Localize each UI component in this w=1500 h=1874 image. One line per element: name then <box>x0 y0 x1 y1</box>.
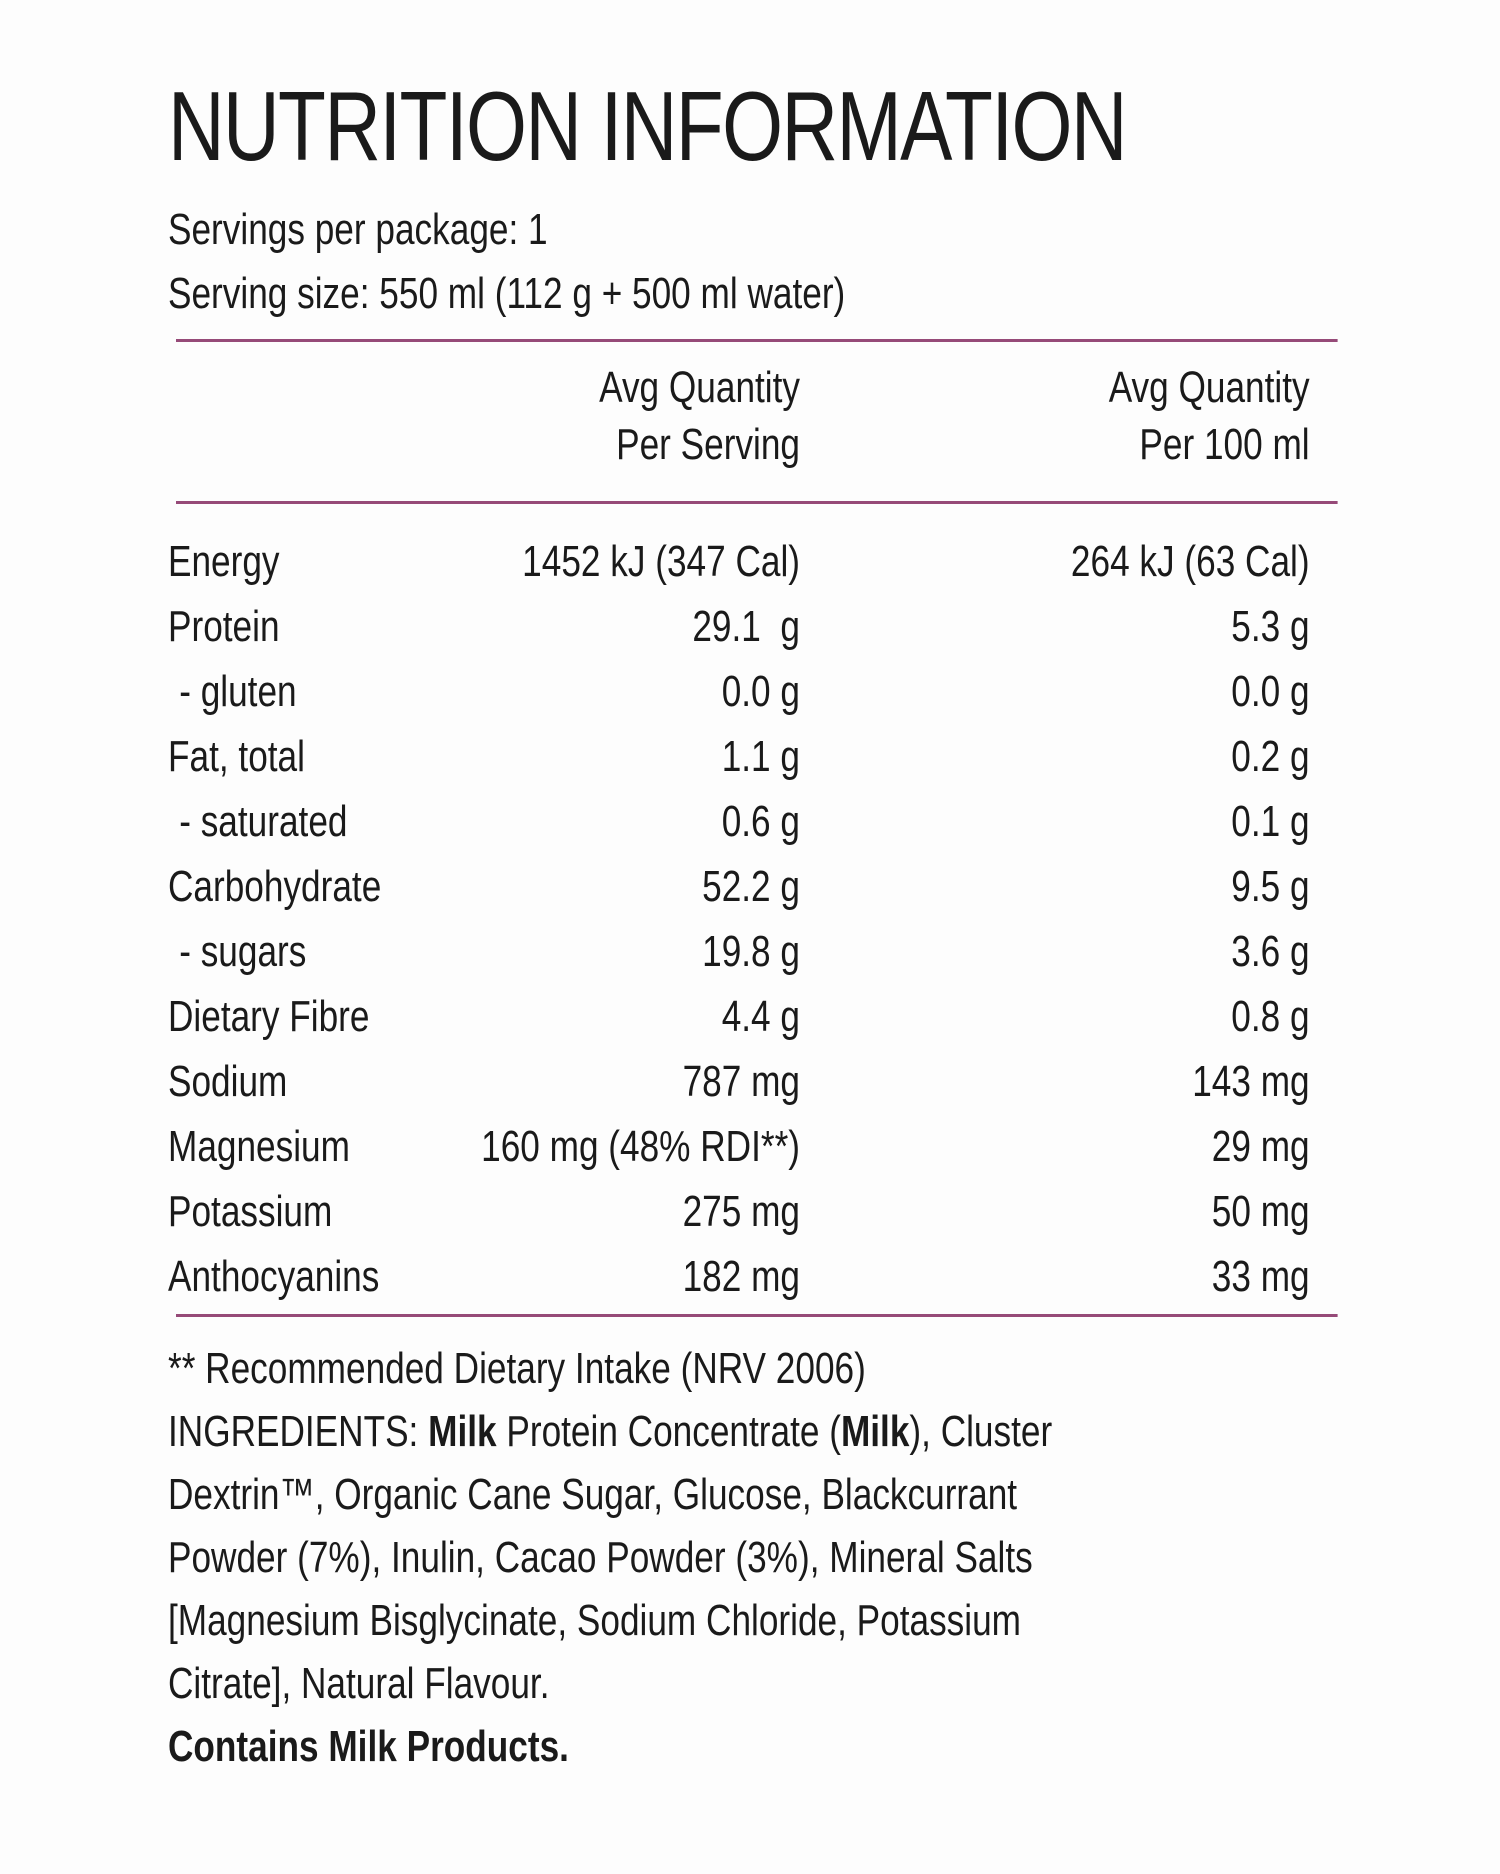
nutrient-label: Magnesium <box>168 1122 350 1171</box>
value-per-serving: 787 mg <box>682 1057 800 1106</box>
value-per-100ml: 9.5 g <box>1231 862 1310 911</box>
value-per-serving: 275 mg <box>682 1187 800 1236</box>
ingredients-text: ), Cluster <box>909 1407 1053 1456</box>
divider-bottom <box>176 1314 1338 1317</box>
value-per-serving: 1.1 g <box>721 732 800 781</box>
serving-size-line: Serving size: 550 ml (112 g + 500 ml wat… <box>168 269 846 318</box>
nutrient-label: Fat, total <box>168 732 305 781</box>
nutrient-label: Energy <box>168 537 280 586</box>
nutrient-row: - saturated 0.6 g 0.1 g <box>168 789 1310 854</box>
nutrient-row: - gluten 0.0 g 0.0 g <box>168 659 1310 724</box>
nutrient-row: Fat, total 1.1 g 0.2 g <box>168 724 1310 789</box>
ingredients-text: [Magnesium Bisglycinate, Sodium Chloride… <box>168 1596 1021 1645</box>
value-per-serving: 182 mg <box>682 1252 800 1301</box>
nutrient-row: Magnesium 160 mg (48% RDI**) 29 mg <box>168 1114 1310 1179</box>
nutrient-row: Potassium 275 mg 50 mg <box>168 1179 1310 1244</box>
value-per-serving: 1452 kJ (347 Cal) <box>522 537 800 586</box>
nutrient-label: - saturated <box>179 797 348 846</box>
nutrient-label: - gluten <box>179 667 297 716</box>
nutrient-label: Potassium <box>168 1187 333 1236</box>
rdi-footnote: ** Recommended Dietary Intake (NRV 2006) <box>168 1344 866 1393</box>
value-per-100ml: 0.2 g <box>1231 732 1310 781</box>
ingredients-text: Dextrin™, Organic Cane Sugar, Glucose, B… <box>168 1470 1018 1519</box>
value-per-serving: 0.6 g <box>721 797 800 846</box>
header-avg-quantity-serving: Avg Quantity <box>599 363 800 412</box>
value-per-100ml: 0.8 g <box>1231 992 1310 1041</box>
ingredients-text: Protein Concentrate ( <box>496 1407 841 1456</box>
serving-info: Servings per package: 1 Serving size: 55… <box>168 198 1310 326</box>
header-per-serving: Avg Quantity Per Serving <box>408 359 800 473</box>
divider-header <box>176 501 1338 504</box>
header-per-100ml-label: Per 100 ml <box>1139 420 1310 469</box>
ingredients-text: Powder (7%), Inulin, Cacao Powder (3%), … <box>168 1533 1033 1582</box>
nutrient-row: Dietary Fibre 4.4 g 0.8 g <box>168 984 1310 1049</box>
ingredients-text: INGREDIENTS: <box>168 1407 429 1456</box>
value-per-serving: 0.0 g <box>721 667 800 716</box>
value-per-100ml: 0.0 g <box>1231 667 1310 716</box>
nutrient-row: Carbohydrate 52.2 g 9.5 g <box>168 854 1310 919</box>
header-spacer <box>168 359 408 473</box>
value-per-serving: 4.4 g <box>721 992 800 1041</box>
nutrient-label: Protein <box>168 602 280 651</box>
value-per-serving: 52.2 g <box>702 862 800 911</box>
label-content: NUTRITION INFORMATION Servings per packa… <box>0 71 1338 1778</box>
nutrient-label: Dietary Fibre <box>168 992 370 1041</box>
ingredients-paragraph: INGREDIENTS: Milk Protein Concentrate (M… <box>168 1400 1310 1715</box>
nutrient-label: - sugars <box>179 927 307 976</box>
value-per-100ml: 0.1 g <box>1231 797 1310 846</box>
value-per-100ml: 5.3 g <box>1231 602 1310 651</box>
ingredients-line: Powder (7%), Inulin, Cacao Powder (3%), … <box>168 1526 1310 1589</box>
nutrition-table-body: Energy 1452 kJ (347 Cal) 264 kJ (63 Cal) Pr… <box>168 504 1310 1314</box>
value-per-serving: 160 mg (48% RDI**) <box>481 1122 800 1171</box>
nutrition-label: NUTRITION INFORMATION Servings per packa… <box>0 76 1500 1778</box>
nutrient-label: Sodium <box>168 1057 288 1106</box>
contains-statement: Contains Milk Products. <box>168 1722 569 1771</box>
footer: ** Recommended Dietary Intake (NRV 2006)… <box>168 1317 1310 1778</box>
ingredients-line: INGREDIENTS: Milk Protein Concentrate (M… <box>168 1400 1310 1463</box>
nutrient-row: Energy 1452 kJ (347 Cal) 264 kJ (63 Cal) <box>168 529 1310 594</box>
ingredients-line: [Magnesium Bisglycinate, Sodium Chloride… <box>168 1589 1310 1652</box>
nutrient-row: Anthocyanins 182 mg 33 mg <box>168 1244 1310 1309</box>
nutrient-label: Anthocyanins <box>168 1252 380 1301</box>
value-per-100ml: 264 kJ (63 Cal) <box>1070 537 1310 586</box>
divider-top <box>176 339 1338 342</box>
value-per-100ml: 143 mg <box>1192 1057 1310 1106</box>
ingredients-text: Citrate], Natural Flavour. <box>168 1659 550 1708</box>
table-header-row: Avg Quantity Per Serving Avg Quantity Pe… <box>168 342 1310 501</box>
servings-per-package-line: Servings per package: 1 <box>168 205 548 254</box>
value-per-serving: 19.8 g <box>702 927 800 976</box>
nutrient-label: Carbohydrate <box>168 862 382 911</box>
nutrient-row: Sodium 787 mg 143 mg <box>168 1049 1310 1114</box>
value-per-100ml: 50 mg <box>1211 1187 1310 1236</box>
value-per-100ml: 29 mg <box>1211 1122 1310 1171</box>
header-avg-quantity-100ml: Avg Quantity <box>1108 363 1310 412</box>
value-per-serving: 29.1 g <box>692 602 800 651</box>
header-per-100ml: Avg Quantity Per 100 ml <box>800 359 1310 473</box>
nutrient-row: - sugars 19.8 g 3.6 g <box>168 919 1310 984</box>
ingredients-line: Dextrin™, Organic Cane Sugar, Glucose, B… <box>168 1463 1310 1526</box>
nutrient-row: Protein 29.1 g 5.3 g <box>168 594 1310 659</box>
allergen-bold-text: Milk <box>840 1407 910 1456</box>
ingredients-line: Citrate], Natural Flavour. <box>168 1652 1310 1715</box>
value-per-100ml: 3.6 g <box>1231 927 1310 976</box>
header-per-serving-label: Per Serving <box>616 420 800 469</box>
value-per-100ml: 33 mg <box>1211 1252 1310 1301</box>
page-title: NUTRITION INFORMATION <box>168 71 1128 181</box>
allergen-bold-text: Milk <box>428 1407 497 1456</box>
